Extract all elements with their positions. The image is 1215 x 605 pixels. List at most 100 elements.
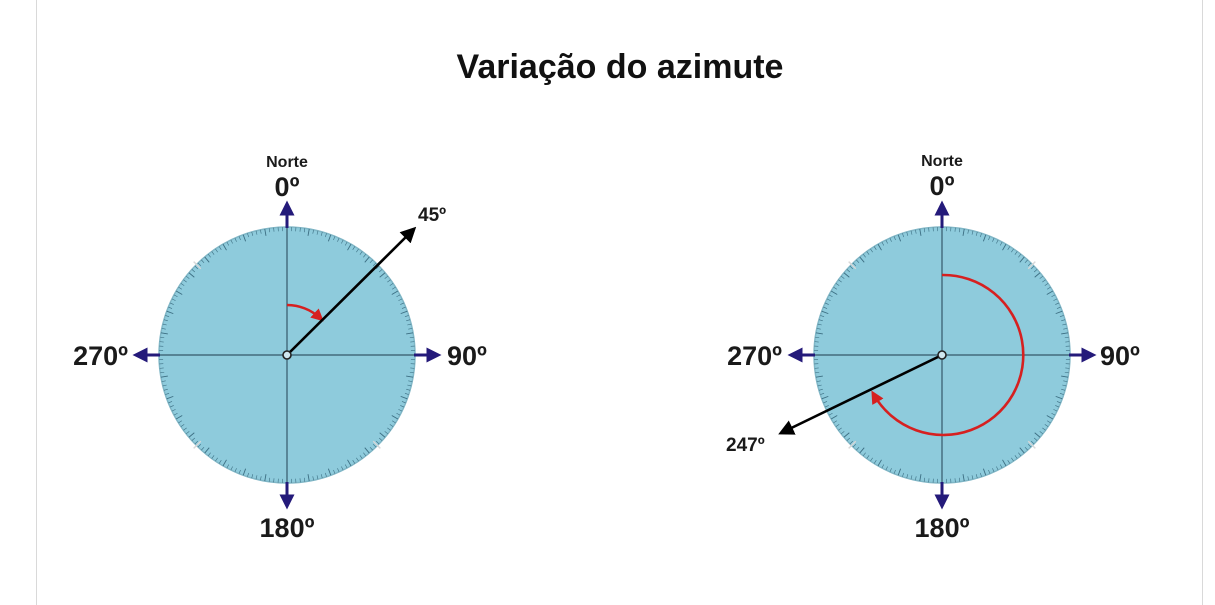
rim-tick — [1063, 328, 1068, 330]
rim-tick — [160, 371, 165, 374]
rim-tick — [1064, 371, 1069, 374]
rim-tick — [398, 298, 403, 301]
rim-tick — [359, 251, 363, 255]
rim-tick — [359, 455, 363, 459]
rim-tick — [838, 279, 842, 283]
rim-tick — [999, 464, 1003, 469]
azimuth-arrow — [778, 353, 943, 435]
rim-tick — [1007, 459, 1011, 464]
rim-tick — [234, 237, 237, 242]
rim-tick — [165, 315, 170, 317]
rim-tick — [325, 472, 327, 477]
rim-tick — [889, 237, 892, 242]
rim-tick — [962, 474, 965, 482]
rim-tick — [183, 427, 187, 431]
rim-tick — [982, 234, 987, 242]
rim-tick — [988, 469, 991, 474]
rim-tick — [173, 294, 178, 298]
rim-tick — [967, 229, 969, 234]
rim-tick — [1061, 319, 1066, 322]
rim-tick — [815, 371, 820, 374]
azimuth-label: 45º — [418, 205, 446, 226]
rim-tick — [1053, 409, 1058, 412]
rim-tick — [375, 440, 380, 445]
rim-tick — [226, 464, 230, 469]
rim-tick — [1055, 310, 1063, 315]
rim-tick — [396, 294, 401, 298]
rim-tick — [400, 405, 405, 408]
rim-tick — [1064, 336, 1069, 339]
rim-tick — [817, 384, 822, 387]
diagonal-marker — [193, 261, 202, 270]
rim-tick — [923, 228, 926, 233]
north-degree-label: 0º — [275, 172, 300, 202]
rim-tick — [1042, 279, 1046, 283]
rim-tick — [1061, 375, 1069, 378]
diagonal-marker — [1027, 440, 1036, 449]
rim-tick — [352, 459, 356, 464]
rim-tick — [830, 415, 838, 420]
rim-tick — [1051, 294, 1056, 298]
rim-tick — [356, 248, 359, 253]
rim-tick — [238, 469, 241, 474]
rim-tick — [165, 393, 170, 395]
rim-tick — [384, 275, 389, 279]
rim-tick — [222, 243, 227, 251]
rim-tick — [268, 477, 271, 482]
rim-tick — [234, 468, 237, 473]
rim-tick — [856, 259, 860, 264]
south-degree-label: 180º — [260, 513, 315, 543]
rim-tick — [1033, 437, 1038, 441]
rim-tick — [996, 239, 999, 244]
rim-tick — [347, 459, 352, 467]
rim-tick — [183, 279, 187, 283]
page-title: Variação do azimute — [456, 48, 784, 86]
rim-tick — [818, 319, 823, 322]
rim-tick — [897, 234, 902, 242]
center-pivot — [282, 350, 292, 360]
rim-tick — [824, 405, 829, 408]
rim-tick — [915, 476, 917, 481]
rim-tick — [1034, 272, 1041, 278]
rim-tick — [958, 477, 961, 482]
rotation-arc — [286, 303, 324, 322]
rim-tick — [230, 239, 233, 244]
rim-tick — [923, 477, 926, 482]
rim-tick — [406, 319, 411, 322]
rim-tick — [363, 253, 367, 258]
rim-tick — [919, 228, 922, 236]
rim-tick — [204, 256, 210, 263]
rim-tick — [408, 380, 413, 382]
right-frame-border — [1202, 0, 1203, 605]
rim-tick — [862, 253, 866, 258]
rim-tick — [316, 475, 319, 480]
rim-tick — [169, 405, 174, 408]
rim-tick — [408, 328, 413, 330]
rim-tick — [833, 420, 838, 424]
rim-tick — [843, 432, 850, 438]
rim-tick — [902, 472, 904, 477]
rim-tick — [204, 447, 210, 454]
rim-tick — [849, 440, 854, 445]
rim-tick — [897, 468, 902, 476]
rim-tick — [337, 468, 340, 473]
rim-tick — [238, 236, 241, 241]
rim-tick — [910, 475, 913, 480]
west-degree-label: 270º — [73, 341, 128, 371]
rim-tick — [260, 229, 262, 234]
north-word-label: Norte — [266, 154, 308, 171]
rim-tick — [866, 251, 870, 255]
rim-tick — [191, 269, 196, 273]
rim-tick — [823, 401, 828, 404]
rim-tick — [999, 241, 1003, 246]
rim-tick — [391, 286, 396, 290]
rim-tick — [194, 440, 199, 445]
rim-tick — [1002, 243, 1007, 251]
rim-tick — [980, 472, 982, 477]
rim-tick — [816, 380, 821, 382]
rim-tick — [356, 457, 359, 462]
rim-tick — [1018, 452, 1022, 457]
rim-tick — [384, 431, 389, 435]
rim-tick — [312, 476, 314, 481]
rim-tick — [1055, 302, 1060, 305]
